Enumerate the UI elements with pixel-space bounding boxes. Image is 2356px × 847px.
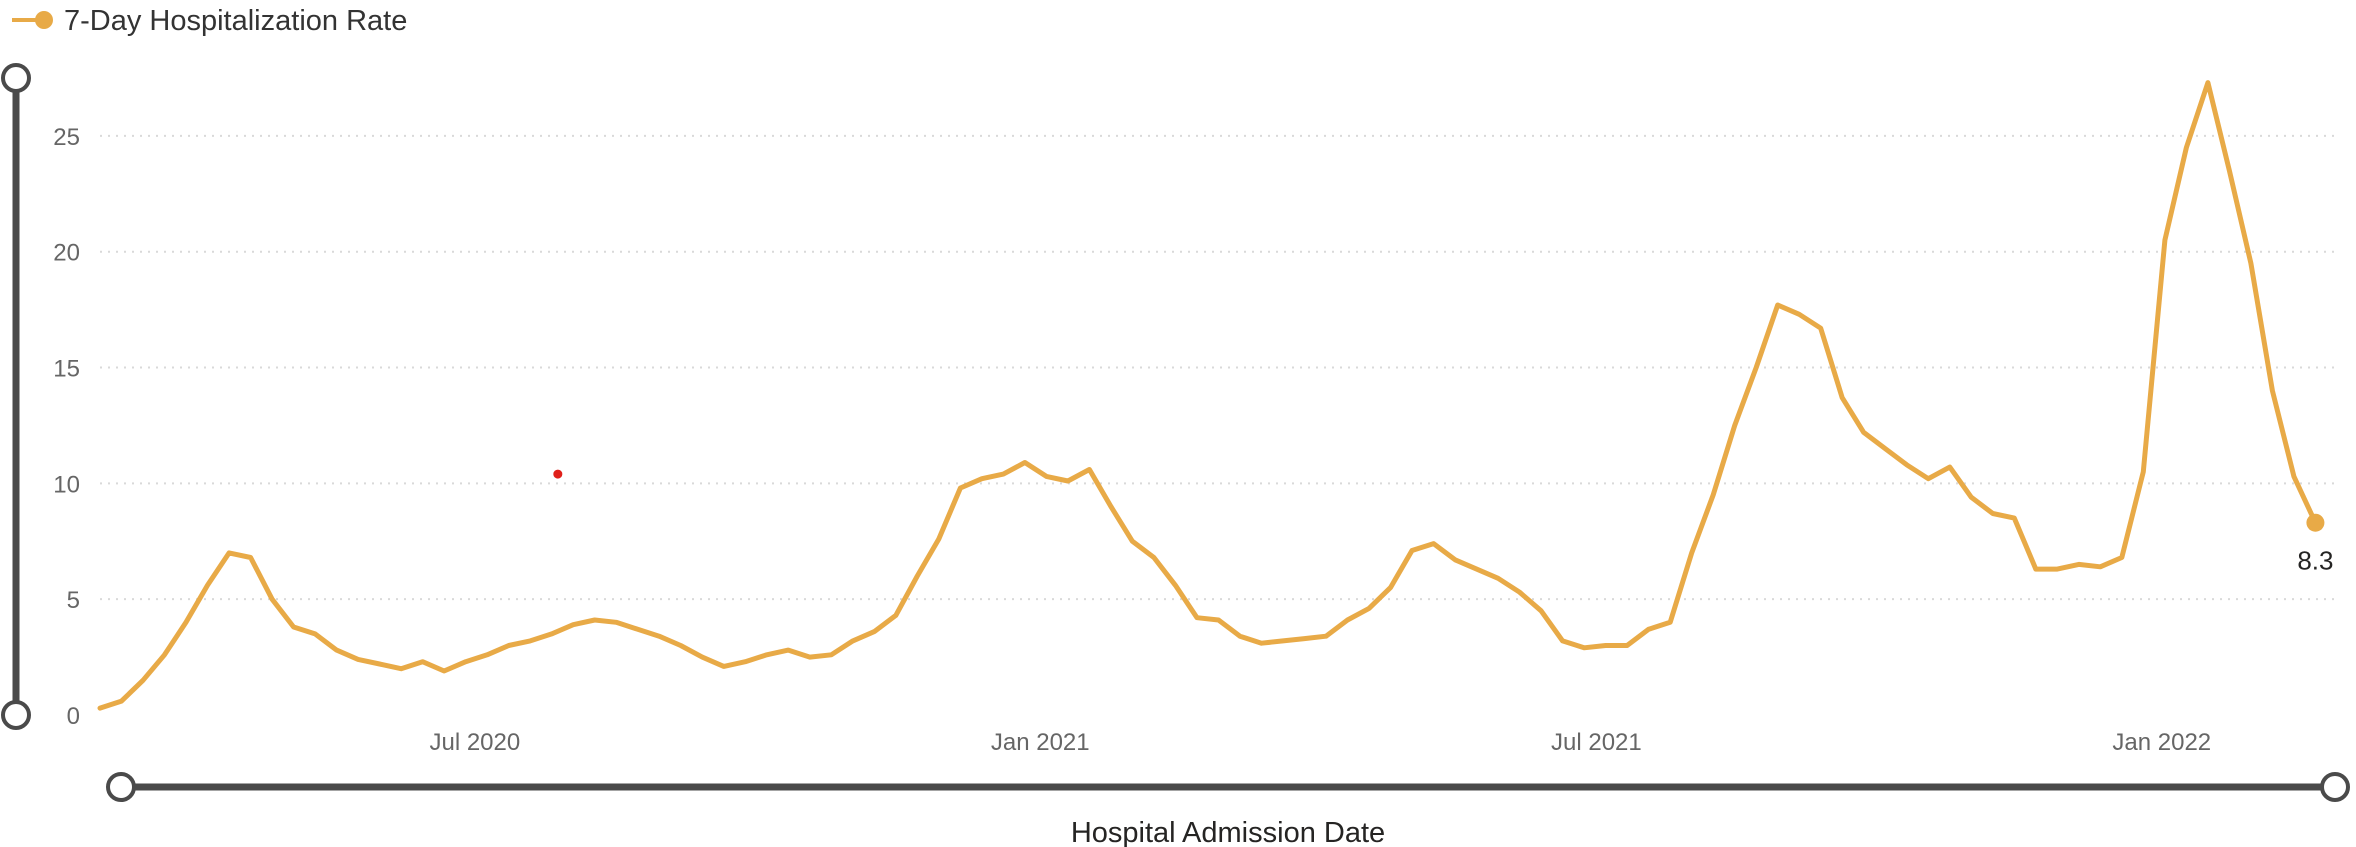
y-tick-label-15: 15: [53, 356, 80, 383]
x-axis: Jul 2020 Jan 2021 Jul 2021 Jan 2022: [429, 729, 2211, 756]
x-slider-right-handle[interactable]: [2320, 772, 2350, 802]
x-range-slider[interactable]: [106, 772, 2350, 802]
y-range-slider[interactable]: [1, 63, 31, 730]
y-tick-label-5: 5: [67, 587, 80, 614]
x-tick-label-0: Jul 2020: [429, 729, 520, 756]
data-label-layer: 8.3: [2297, 546, 2333, 576]
y-tick-label-25: 25: [53, 124, 80, 151]
data-label-0: 8.3: [2297, 546, 2333, 576]
y-slider-bottom-handle[interactable]: [1, 700, 31, 730]
y-tick-label-10: 10: [53, 471, 80, 498]
y-slider-top-handle[interactable]: [1, 63, 31, 93]
series-end-point[interactable]: [2306, 513, 2325, 532]
x-tick-label-2: Jul 2021: [1551, 729, 1642, 756]
legend-label: 7-Day Hospitalization Rate: [64, 5, 407, 37]
x-tick-label-3: Jan 2022: [2112, 729, 2211, 756]
x-tick-label-1: Jan 2021: [991, 729, 1090, 756]
y-axis: 0 5 10 15 20 25: [53, 124, 80, 730]
x-axis-title: Hospital Admission Date: [1071, 817, 1385, 847]
series-line-0[interactable]: [97, 80, 2318, 711]
y-tick-label-20: 20: [53, 240, 80, 267]
series-layer[interactable]: [97, 80, 2325, 711]
annotation-dot-0: [553, 469, 563, 479]
x-slider-left-handle[interactable]: [106, 772, 136, 802]
annotation-layer: [553, 469, 563, 479]
gridlines: [100, 134, 2340, 601]
y-tick-label-0: 0: [67, 703, 80, 730]
legend-dot-marker: [35, 11, 53, 29]
legend[interactable]: 7-Day Hospitalization Rate: [12, 5, 407, 37]
